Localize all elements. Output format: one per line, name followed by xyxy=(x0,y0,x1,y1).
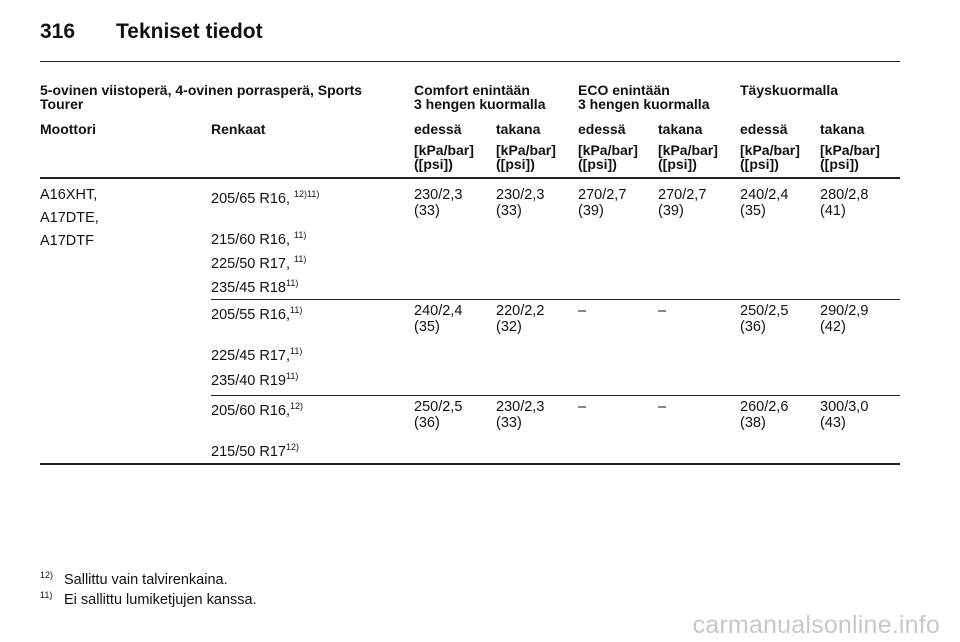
unit-header: [kPa/bar] ([psi]) xyxy=(414,142,474,172)
group-divider xyxy=(211,395,900,396)
full-rear-header: takana xyxy=(820,121,865,137)
pressure-value: 270/2,7 (39) xyxy=(658,187,707,219)
vehicle-header: 5-ovinen viistoperä, 4-ovinen porrasperä… xyxy=(40,82,363,112)
footnote-mark: 11) xyxy=(40,590,53,600)
pressure-value: 250/2,5 (36) xyxy=(740,303,789,335)
pressure-value: 260/2,6 (38) xyxy=(740,399,789,431)
pressure-value: 240/2,4 (35) xyxy=(740,187,789,219)
pressure-value: 220/2,2 (32) xyxy=(496,303,545,335)
unit-header: [kPa/bar] ([psi]) xyxy=(820,142,880,172)
comfort-header-line2: 3 hengen kuormalla xyxy=(414,96,546,112)
full-front-header: edessä xyxy=(740,121,788,137)
pressure-value: 250/2,5 (36) xyxy=(414,399,463,431)
eco-front-header: edessä xyxy=(578,121,626,137)
engine-code: A17DTE, xyxy=(40,210,99,226)
engine-code: A17DTF xyxy=(40,233,94,249)
footnote-mark: 12) xyxy=(40,570,54,580)
pressure-value: 270/2,7 (39) xyxy=(578,187,627,219)
page-number: 316 xyxy=(40,20,76,43)
unit-header: [kPa/bar] ([psi]) xyxy=(740,142,800,172)
comfort-header: Comfort enintään 3 hengen kuormalla xyxy=(414,83,545,111)
footnote-text: Sallittu vain talvirenkaina. xyxy=(64,572,228,588)
page-title: Tekniset tiedot xyxy=(116,20,263,43)
comfort-rear-header: takana xyxy=(496,121,541,137)
eco-rear-header: takana xyxy=(658,121,703,137)
comfort-front-header: edessä xyxy=(414,121,462,137)
pressure-value: – xyxy=(658,303,667,319)
header-bottom-rule xyxy=(40,177,900,179)
pressure-value: 300/3,0 (43) xyxy=(820,399,869,431)
table-top-rule xyxy=(40,61,900,62)
tyre-size: 205/55 R16,11) xyxy=(211,305,303,324)
pressure-value: – xyxy=(658,399,667,415)
tyre-size: 225/50 R17, 11) xyxy=(211,254,307,273)
table-bottom-rule xyxy=(40,463,900,465)
group-divider xyxy=(211,299,900,300)
tyre-size: 225/45 R17,11) xyxy=(211,346,303,365)
pressure-value: 230/2,3 (33) xyxy=(496,399,545,431)
pressure-value: – xyxy=(578,399,587,415)
pressure-value: 290/2,9 (42) xyxy=(820,303,869,335)
tyres-column-header: Renkaat xyxy=(211,121,266,137)
pressure-value: 240/2,4 (35) xyxy=(414,303,463,335)
unit-header: [kPa/bar] ([psi]) xyxy=(658,142,718,172)
pressure-value: 230/2,3 (33) xyxy=(414,187,463,219)
full-load-header: Täyskuormalla xyxy=(740,82,839,98)
pressure-value: – xyxy=(578,303,587,319)
pressure-value: 280/2,8 (41) xyxy=(820,187,869,219)
tyre-size: 215/50 R1712) xyxy=(211,442,299,461)
tyre-size: 215/60 R16, 11) xyxy=(211,230,307,249)
unit-header: [kPa/bar] ([psi]) xyxy=(496,142,556,172)
unit-header: [kPa/bar] ([psi]) xyxy=(578,142,638,172)
tyre-size: 205/60 R16,12) xyxy=(211,401,304,420)
comfort-header-line1: Comfort enintään xyxy=(414,82,530,98)
pressure-value: 230/2,3 (33) xyxy=(496,187,545,219)
watermark: carmanualsonline.info xyxy=(692,611,940,639)
eco-header-line2: 3 hengen kuormalla xyxy=(578,96,710,112)
eco-header-line1: ECO enintään xyxy=(578,82,670,98)
footnote: 11) xyxy=(40,590,53,608)
footnote-text: Ei sallittu lumiketjujen kanssa. xyxy=(64,592,257,608)
tyre-size: 235/45 R1811) xyxy=(211,278,299,297)
footnote: 12) xyxy=(40,570,54,588)
engine-column-header: Moottori xyxy=(40,121,96,137)
tyre-size: 235/40 R1911) xyxy=(211,371,299,390)
engine-code: A16XHT, xyxy=(40,187,98,203)
eco-header: ECO enintään 3 hengen kuormalla xyxy=(578,83,709,111)
tyre-size: 205/65 R16, 12)11) xyxy=(211,189,320,208)
